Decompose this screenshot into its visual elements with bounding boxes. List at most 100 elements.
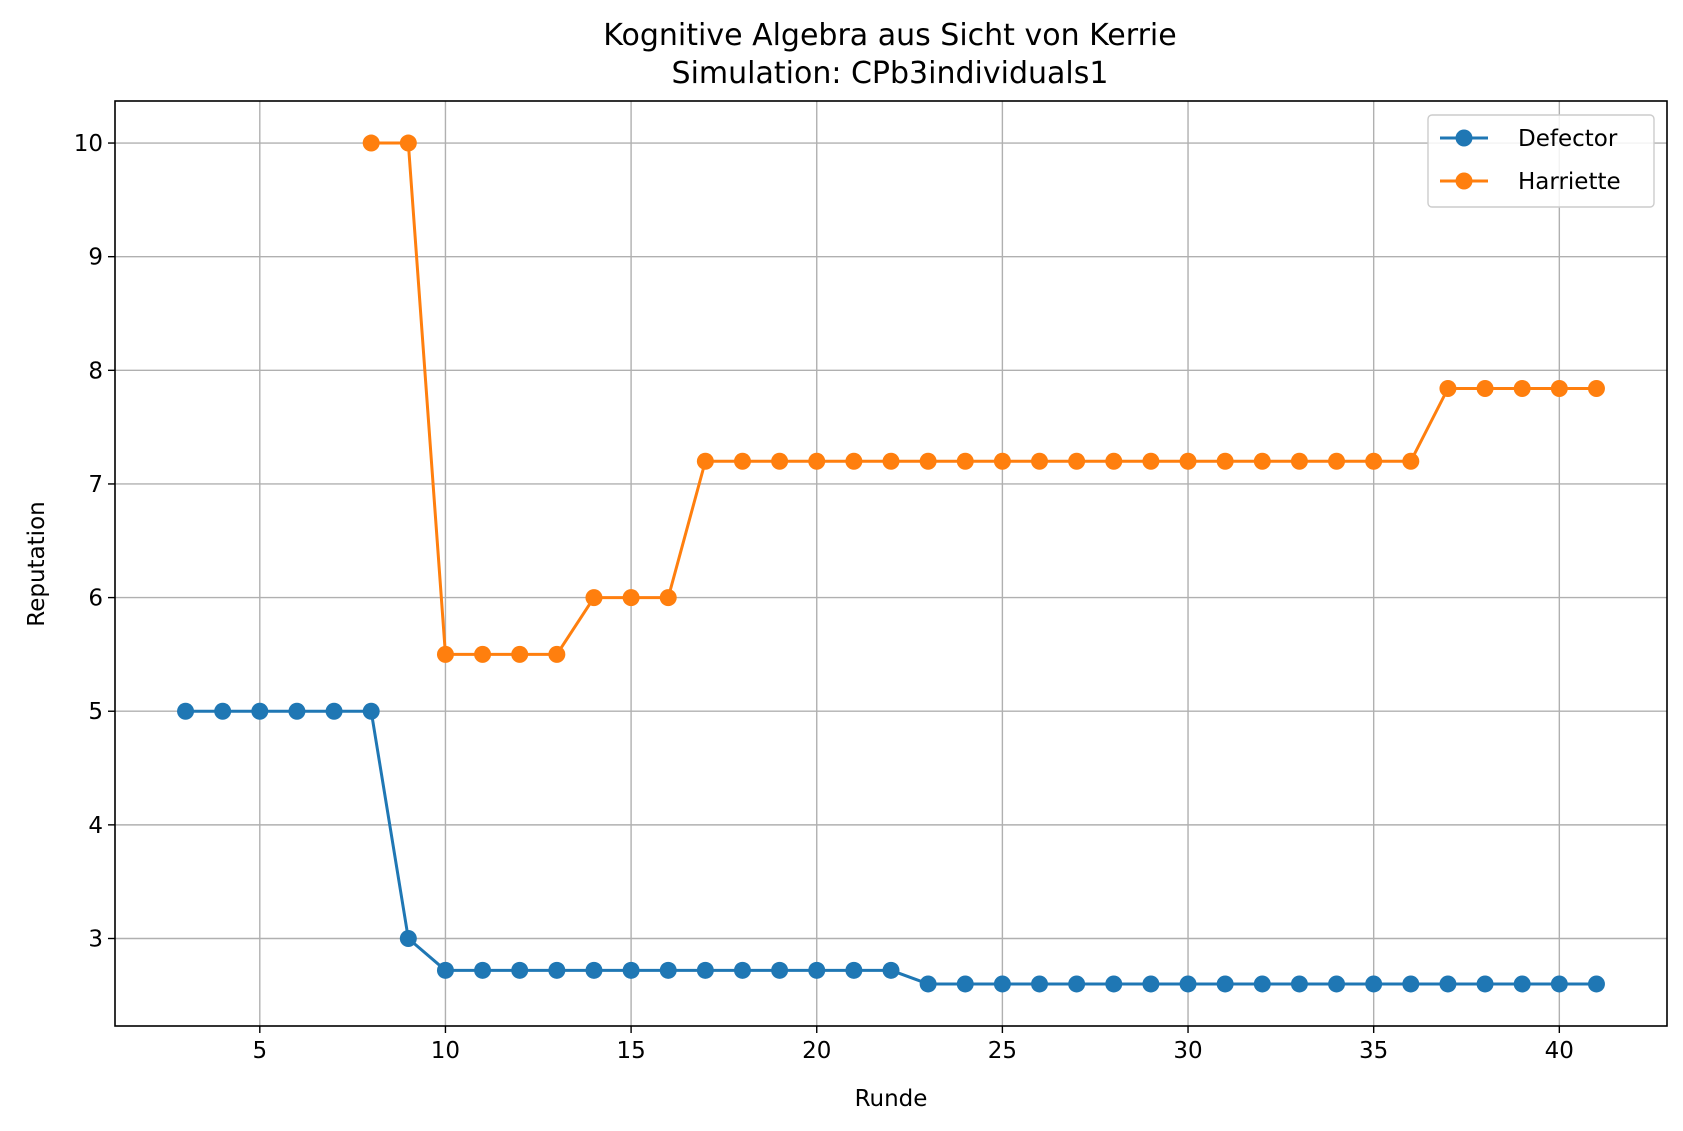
series-harriette xyxy=(362,134,1605,663)
legend-marker-harriette xyxy=(1455,172,1473,190)
data-point-harriette xyxy=(1031,452,1049,470)
data-point-harriette xyxy=(436,645,454,663)
series-defector xyxy=(177,702,1605,993)
data-point-defector xyxy=(1476,975,1494,993)
data-point-harriette xyxy=(585,589,603,607)
data-point-harriette xyxy=(1216,452,1234,470)
data-point-defector xyxy=(1402,975,1420,993)
x-tick-label: 30 xyxy=(1173,1038,1202,1064)
data-point-defector xyxy=(1513,975,1531,993)
y-axis-label: Reputation xyxy=(24,501,50,626)
data-point-defector xyxy=(659,961,677,979)
data-point-defector xyxy=(845,961,863,979)
legend: Defector Harriette xyxy=(1427,114,1655,208)
y-tick-label: 7 xyxy=(88,472,103,498)
y-tick-label: 8 xyxy=(88,358,103,384)
legend-marker-defector xyxy=(1455,129,1473,147)
data-point-defector xyxy=(362,702,380,720)
data-point-harriette xyxy=(845,452,863,470)
data-point-harriette xyxy=(1550,380,1568,397)
data-point-defector xyxy=(1328,975,1346,993)
data-point-harriette xyxy=(1328,452,1346,470)
data-point-defector xyxy=(1068,975,1086,993)
data-point-harriette xyxy=(1365,452,1383,470)
data-point-defector xyxy=(1105,975,1123,993)
data-point-defector xyxy=(622,961,640,979)
data-point-harriette xyxy=(1476,380,1494,397)
y-tick-label: 4 xyxy=(88,813,103,839)
data-point-defector xyxy=(882,961,900,979)
data-point-harriette xyxy=(511,645,529,663)
data-point-harriette xyxy=(771,452,789,470)
grid-lines xyxy=(115,101,1667,1026)
data-point-defector xyxy=(1550,975,1568,993)
data-point-defector xyxy=(474,961,492,979)
data-point-harriette xyxy=(622,589,640,607)
data-point-harriette xyxy=(659,589,677,607)
data-point-defector xyxy=(1031,975,1049,993)
data-point-harriette xyxy=(882,452,900,470)
series-line-defector xyxy=(185,709,1597,986)
legend-label-defector: Defector xyxy=(1518,126,1618,152)
data-point-defector xyxy=(919,975,937,993)
data-point-harriette xyxy=(1105,452,1123,470)
data-point-defector xyxy=(399,930,417,947)
data-point-defector xyxy=(511,961,529,979)
data-point-defector xyxy=(325,702,343,720)
y-tick-label: 10 xyxy=(74,131,103,157)
x-tick-label: 5 xyxy=(252,1038,267,1064)
data-point-defector xyxy=(288,702,306,720)
data-point-harriette xyxy=(1439,380,1457,397)
data-point-harriette xyxy=(1068,452,1086,470)
data-point-defector xyxy=(771,961,789,979)
data-point-defector xyxy=(1587,975,1605,993)
data-point-defector xyxy=(1179,975,1197,993)
data-point-defector xyxy=(733,961,751,979)
y-axis-ticks: 3 4 5 6 7 8 9 10 xyxy=(74,131,115,953)
x-tick-label: 10 xyxy=(431,1038,460,1064)
data-point-defector xyxy=(1290,975,1308,993)
y-tick-label: 3 xyxy=(88,927,103,953)
x-axis-label: Runde xyxy=(855,1086,928,1112)
data-point-defector xyxy=(1216,975,1234,993)
data-point-harriette xyxy=(993,452,1011,470)
legend-label-harriette: Harriette xyxy=(1518,169,1621,195)
data-point-harriette xyxy=(362,134,380,152)
x-tick-label: 25 xyxy=(988,1038,1017,1064)
x-tick-label: 20 xyxy=(802,1038,831,1064)
x-axis-ticks: 5 10 15 20 25 30 35 40 xyxy=(252,1026,1574,1064)
data-point-defector xyxy=(696,961,714,979)
data-point-harriette xyxy=(474,645,492,663)
y-tick-label: 5 xyxy=(88,699,103,725)
data-point-harriette xyxy=(1587,380,1605,397)
x-tick-label: 35 xyxy=(1359,1038,1388,1064)
legend-entry-harriette: Harriette xyxy=(1440,169,1621,195)
data-point-defector xyxy=(956,975,974,993)
data-point-harriette xyxy=(1513,380,1531,397)
data-point-defector xyxy=(436,961,454,979)
data-point-defector xyxy=(1365,975,1383,993)
data-point-harriette xyxy=(919,452,937,470)
data-point-defector xyxy=(214,702,232,720)
data-point-harriette xyxy=(1402,452,1420,470)
data-point-harriette xyxy=(733,452,751,470)
data-point-harriette xyxy=(696,452,714,470)
series-line-harriette xyxy=(371,141,1597,656)
data-point-harriette xyxy=(808,452,826,470)
chart-subtitle: Simulation: CPb3individuals1 xyxy=(672,56,1109,91)
x-tick-label: 15 xyxy=(616,1038,645,1064)
plot-frame xyxy=(114,100,1668,1027)
data-point-harriette xyxy=(399,134,417,152)
y-tick-label: 6 xyxy=(88,586,103,612)
data-point-defector xyxy=(993,975,1011,993)
legend-entry-defector: Defector xyxy=(1440,126,1618,152)
data-point-harriette xyxy=(1290,452,1308,470)
y-tick-label: 9 xyxy=(88,245,103,271)
data-point-defector xyxy=(1439,975,1457,993)
data-point-defector xyxy=(251,702,269,720)
x-tick-label: 40 xyxy=(1545,1038,1574,1064)
series-layer xyxy=(177,134,1605,993)
data-point-defector xyxy=(585,961,603,979)
data-point-defector xyxy=(1142,975,1160,993)
